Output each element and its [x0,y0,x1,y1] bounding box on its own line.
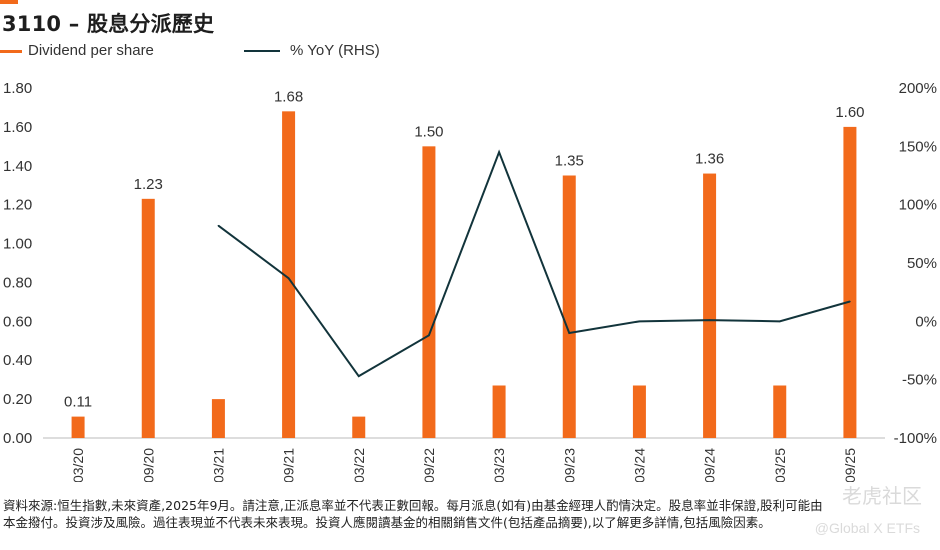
x-axis-tick-label: 09/23 [561,448,577,482]
dividend-bar [211,399,225,438]
legend-item-dividend: Dividend per share [0,42,154,59]
bar-data-label: 1.35 [555,153,584,170]
left-axis-tick-label: 1.00 [3,236,32,253]
dividend-bar [422,146,436,438]
yoy-line [217,149,851,378]
right-axis-tick-label: -100% [894,430,937,447]
yoy-point [568,332,571,334]
dividend-bar [282,111,296,439]
bar-data-label: 1.23 [134,176,163,193]
dividend-bar [562,175,576,438]
yoy-point [287,277,290,279]
left-axis-tick-label: 0.40 [3,352,32,369]
yoy-point [638,320,641,323]
legend-label-yoy: % YoY (RHS) [290,42,380,59]
legend-swatch-line [244,50,280,53]
right-axis-tick-label: 50% [907,255,937,272]
dividend-bar [141,198,155,438]
bar-data-label: 0.11 [64,394,92,411]
footnote-line-1: 資料來源:恒生指數,未來資產,2025年9月。請注意,正派息率並不代表正數回報。… [3,498,823,513]
left-axis-tick-label: 1.80 [3,80,32,97]
yoy-point [357,375,360,377]
dividend-bar [492,385,506,438]
bar-data-label: 1.36 [695,151,724,168]
left-axis-tick-label: 1.20 [3,197,32,214]
x-axis-tick-label: 09/24 [702,448,718,482]
yoy-point [778,320,781,323]
bar-data-label: 1.68 [274,88,303,105]
left-axis-tick-label: 0.00 [3,430,32,447]
legend-label-dividend: Dividend per share [28,42,154,59]
watermark-logo-text: 老虎社区 [842,484,922,508]
dividend-chart: 0.00 0.20 0.40 0.60 0.80 1.00 1.20 1.40 1.60 1.80… [3,80,937,482]
bar-data-label: 1.60 [835,104,864,121]
dividend-bar [843,126,857,438]
chart-title: 3110 – 股息分派歷史 [2,12,215,36]
left-axis-tick-label: 0.80 [3,274,32,291]
dividend-bar [632,385,646,438]
yoy-point [498,151,500,153]
dividend-bar [352,416,366,438]
footnote-line-2: 本金撥付。投資涉及風險。過往表現並不代表未來表現。投資人應閱讀基金的相關銷售文件… [3,515,771,530]
right-axis-tick-label: 200% [899,80,937,97]
x-axis-tick-label: 03/20 [70,448,86,482]
x-axis-tick-label: 09/25 [842,448,858,482]
x-axis-tick-label: 03/22 [351,448,367,482]
right-axis-tick-label: 0% [915,313,937,330]
yoy-point [217,224,220,227]
right-axis-tick-label: 100% [899,197,937,214]
legend-item-yoy: % YoY (RHS) [244,42,380,59]
left-axis-tick-label: 0.20 [3,391,32,408]
yoy-point [708,319,711,321]
watermark-handle-text: @Global X ETFs [814,520,920,536]
left-axis-tick-label: 1.60 [3,119,32,136]
left-axis-tick-label: 0.60 [3,313,32,330]
x-axis-tick-label: 03/25 [772,448,788,482]
yoy-point [428,334,430,337]
footnote: 資料來源:恒生指數,未來資產,2025年9月。請注意,正派息率並不代表正數回報。… [3,497,938,531]
accent-bar [0,0,18,4]
dividend-bar [71,416,85,438]
yoy-point [849,300,851,303]
x-axis-tick-label: 03/23 [491,448,507,482]
x-axis-tick-label: 03/21 [210,448,226,482]
legend-swatch-bar [0,49,22,53]
right-axis-tick-label: -50% [902,372,937,389]
bar-data-label: 1.50 [414,123,443,140]
left-axis-tick-label: 1.40 [3,158,32,175]
right-axis-tick-label: 150% [899,138,937,155]
x-axis-tick-label: 03/24 [631,448,647,482]
x-axis-tick-label: 09/22 [421,448,437,482]
x-axis-tick-label: 09/21 [281,448,297,482]
x-axis-tick-label: 09/20 [140,448,156,482]
dividend-bar [703,173,717,439]
dividend-bar [773,385,787,438]
